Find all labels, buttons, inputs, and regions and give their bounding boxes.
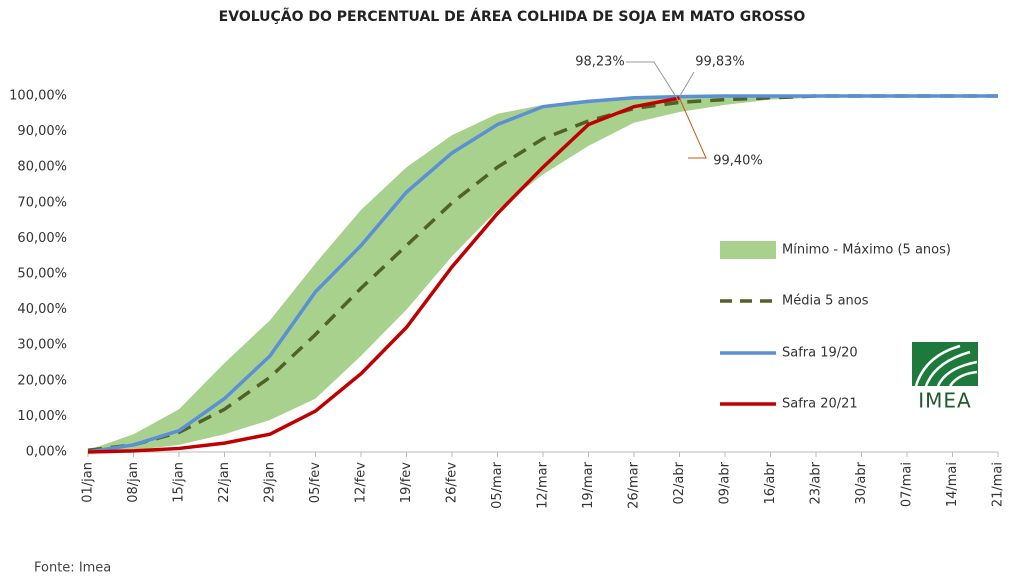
y-tick-label: 60,00% (17, 231, 67, 246)
y-tick-label: 20,00% (17, 373, 67, 388)
logo: IMEA (912, 342, 978, 413)
x-tick-label: 12/fev (354, 462, 369, 503)
y-tick-label: 30,00% (17, 338, 67, 353)
data-label: 99,40% (713, 154, 763, 169)
series-line (87, 94, 998, 454)
source: Fonte: Imea (34, 561, 111, 576)
x-tick-label: 19/mar (581, 461, 596, 509)
x-tick-label: 26/mar (627, 461, 642, 509)
x-tick-label: 02/abr (672, 461, 687, 504)
legend-item: Safra 19/20 (720, 346, 858, 361)
x-tick-label: 29/jan (263, 462, 278, 503)
x-tick-label: 01/jan (81, 462, 96, 503)
y-tick-label: 0,00% (26, 445, 67, 460)
legend-label: Média 5 anos (782, 294, 869, 309)
x-tick-label: 30/abr (854, 461, 869, 504)
x-tick-label: 22/jan (217, 462, 232, 503)
leader-line (679, 97, 707, 159)
range-band (88, 96, 998, 452)
legend-item: Mínimo - Máximo (5 anos) (720, 241, 951, 259)
x-tick-label: 19/fev (399, 462, 414, 503)
x-tick-label: 05/mar (490, 461, 505, 509)
y-tick-label: 90,00% (17, 124, 67, 139)
leader-line (626, 61, 680, 103)
x-tick-label: 15/jan (172, 462, 187, 503)
series-line (87, 94, 998, 452)
chart-title: EVOLUÇÃO DO PERCENTUAL DE ÁREA COLHIDA D… (219, 8, 806, 25)
leader-line (679, 71, 695, 97)
y-tick-label: 80,00% (17, 160, 67, 175)
logo-text: IMEA (918, 389, 971, 413)
y-tick-label: 50,00% (17, 267, 67, 282)
y-tick-label: 70,00% (17, 195, 67, 210)
y-tick-label: 40,00% (17, 302, 67, 317)
x-tick-label: 09/abr (718, 461, 733, 504)
legend-label: Safra 20/21 (782, 397, 858, 412)
x-tick-label: 14/mai (945, 462, 960, 507)
series-line (87, 96, 680, 454)
x-tick-label: 16/abr (763, 461, 778, 504)
legend-item: Média 5 anos (720, 294, 869, 309)
x-tick-label: 23/abr (809, 461, 824, 504)
logo-stripes (914, 344, 978, 387)
legend-swatch (720, 241, 776, 259)
x-tick-label: 07/mai (900, 462, 915, 507)
legend-label: Safra 19/20 (782, 346, 858, 361)
x-tick-label: 08/jan (126, 462, 141, 503)
data-label: 98,23% (575, 55, 625, 70)
x-tick-label: 05/fev (308, 462, 323, 503)
x-tick-label: 21/mai (991, 462, 1006, 507)
x-tick-label: 12/mar (536, 461, 551, 509)
data-label: 99,83% (695, 55, 745, 70)
legend-item: Safra 20/21 (720, 397, 858, 412)
legend-label: Mínimo - Máximo (5 anos) (782, 243, 951, 258)
x-tick-label: 26/fev (445, 462, 460, 503)
y-tick-label: 100,00% (9, 89, 67, 104)
plot (87, 94, 999, 457)
y-tick-label: 10,00% (17, 409, 67, 424)
